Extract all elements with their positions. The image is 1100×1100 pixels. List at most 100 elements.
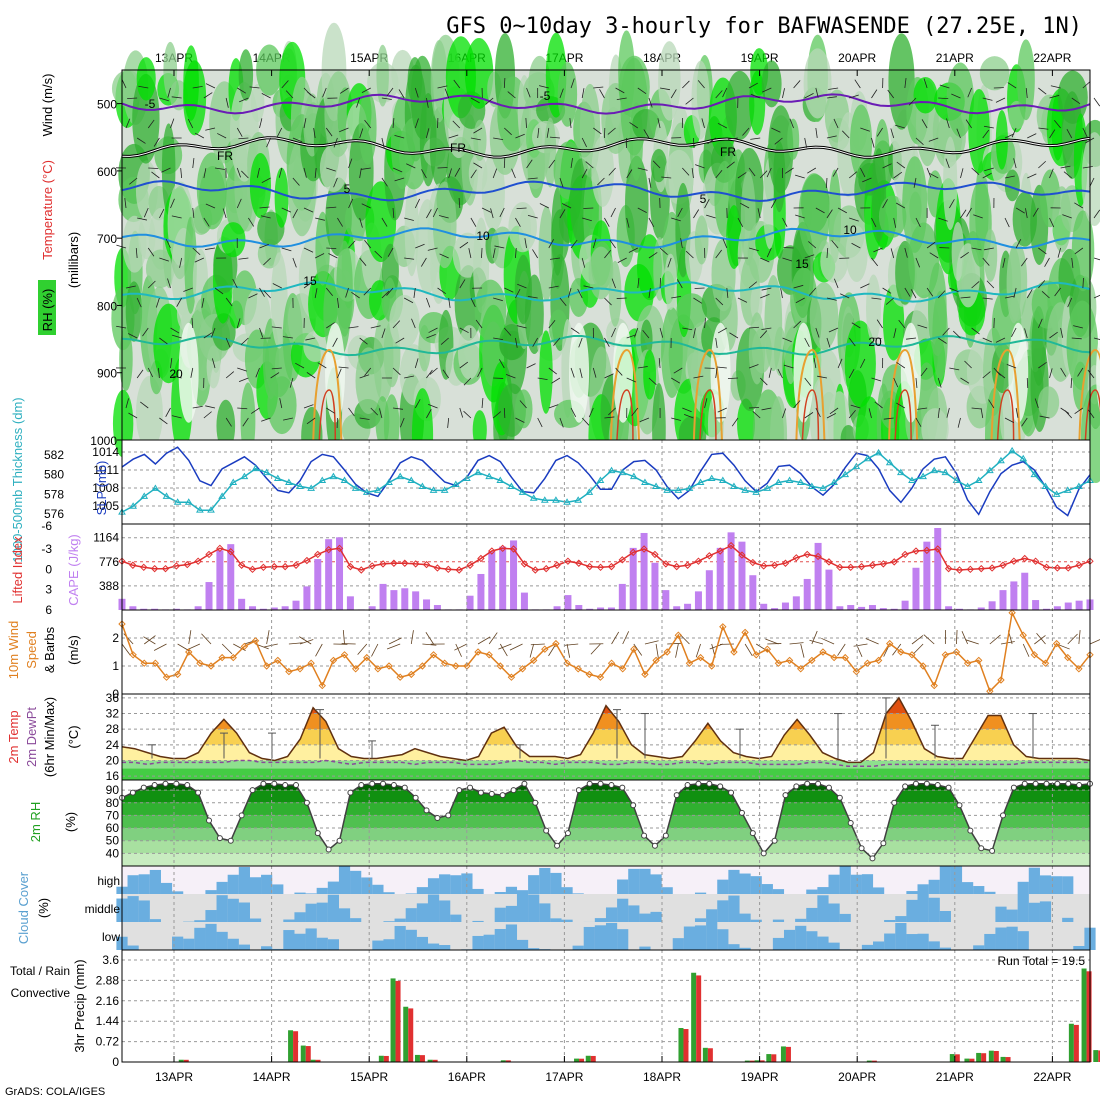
wind-barb	[915, 217, 921, 228]
lifted-index-line-point	[912, 547, 920, 555]
wind-barb	[147, 119, 155, 129]
lifted-index-line-point	[390, 559, 398, 567]
lifted-index-line-point	[847, 563, 855, 572]
wind-barb	[766, 167, 772, 178]
wind-barb	[351, 292, 360, 299]
thickness-line-point	[207, 506, 215, 513]
thickness-line-point	[229, 478, 238, 485]
precip-total-bar	[183, 1059, 189, 1062]
rh-line-point	[151, 782, 158, 789]
wind-barb	[470, 217, 477, 227]
cloud-cover-bar	[1073, 945, 1085, 950]
precip-total-bar	[871, 1060, 877, 1062]
wind-barb	[784, 167, 794, 174]
wind-barb	[404, 375, 415, 379]
wind-barb	[241, 170, 249, 179]
isotherm-label: FR	[450, 141, 466, 155]
cloud-cover-bar	[205, 923, 217, 950]
wind-barb	[381, 217, 388, 227]
surface-wind-barb	[1078, 630, 1081, 645]
thickness-line-point	[997, 456, 1005, 464]
surface-wind-barb	[644, 640, 659, 645]
wind-barb	[165, 238, 171, 249]
wind-barb	[432, 207, 438, 218]
cloud-axis-label: Cloud Cover	[16, 871, 31, 944]
wind-barb	[378, 408, 383, 419]
rh-shade-cell	[913, 76, 938, 114]
wind-barb	[717, 327, 728, 334]
rh-legend-swatch	[38, 280, 56, 335]
precip-rain-bar	[866, 1060, 872, 1062]
wind-barb	[1024, 328, 1028, 339]
surface-wind-barb	[675, 643, 679, 658]
cloud-cover-bar	[806, 931, 818, 950]
wind-barb	[920, 367, 928, 377]
cloud-cover-bar	[149, 869, 161, 894]
wind-barb	[1004, 295, 1015, 299]
wind-barb	[305, 337, 316, 341]
wind-barb	[337, 297, 340, 308]
precip-total-bar	[1073, 1024, 1079, 1062]
wind-barb	[1026, 289, 1033, 299]
lifted-index-line-point	[727, 541, 735, 550]
wind-barb	[537, 128, 540, 139]
wind-barb	[691, 168, 694, 179]
wind-barb	[524, 238, 527, 249]
rh-line-point	[586, 780, 593, 787]
wind-barb	[570, 407, 577, 418]
cloud-cover-bar	[839, 913, 851, 922]
wind-barb	[426, 369, 433, 379]
wind-speed-line-point	[385, 662, 393, 670]
rh-shade-cell	[650, 148, 667, 183]
wind-barb	[191, 317, 194, 329]
wind-barb	[804, 137, 808, 148]
lifted-index-line-point	[1031, 557, 1040, 565]
rh-line-point	[554, 842, 561, 849]
cloud-cover-bar	[572, 893, 584, 894]
thickness-axis-label: 1000-500mb Thickness (dm)	[10, 397, 25, 562]
wind-barb	[829, 407, 839, 415]
cloud-cover-bar	[884, 933, 896, 950]
thickness-line-point	[807, 482, 816, 489]
wind-barb	[392, 367, 401, 376]
wind-barb	[617, 257, 627, 263]
surface-wind-barb	[529, 643, 535, 658]
lifted-index-line-point	[781, 559, 790, 567]
thickness-line-point	[262, 468, 271, 476]
cloud-cover-bar	[795, 918, 807, 922]
wind-barb	[750, 137, 761, 140]
thickness-line-point	[652, 482, 660, 489]
cape-bar	[607, 607, 615, 610]
thickness-line-point	[451, 480, 460, 487]
wind-barb	[381, 290, 390, 299]
wind-barb	[1034, 398, 1039, 409]
rh-line-point	[1054, 780, 1061, 787]
wind-unit-label: (m/s)	[66, 635, 81, 665]
wind-barb	[980, 408, 984, 419]
cloud-cover-bar	[272, 884, 284, 894]
wind-speed-line-point	[596, 673, 605, 681]
wind-barb	[125, 118, 131, 129]
wind-barb	[749, 326, 760, 329]
precip-total-bar	[993, 1051, 999, 1062]
thickness-line-point	[607, 466, 616, 474]
cloud-cover-bar	[505, 924, 518, 950]
wind-barb	[538, 85, 549, 89]
wind-barb	[780, 288, 783, 299]
wind-barb	[793, 320, 802, 329]
wind-barb	[426, 128, 430, 139]
wind-barb	[526, 87, 531, 98]
wind-barb	[326, 206, 337, 209]
wind-barb	[960, 168, 964, 179]
wind-speed-line-point	[930, 681, 938, 690]
cloud-cover-bar	[817, 936, 829, 950]
wind-barb	[1038, 361, 1047, 369]
thickness-line-point	[463, 474, 471, 482]
cape-bar	[1042, 608, 1050, 610]
wind-barb	[1004, 175, 1015, 179]
rh-shade-cell	[625, 155, 649, 253]
wind-barb	[303, 247, 314, 253]
wind-barb	[125, 285, 136, 289]
cloud-cover-bar	[272, 948, 284, 950]
cloud-cover-bar	[405, 929, 417, 950]
